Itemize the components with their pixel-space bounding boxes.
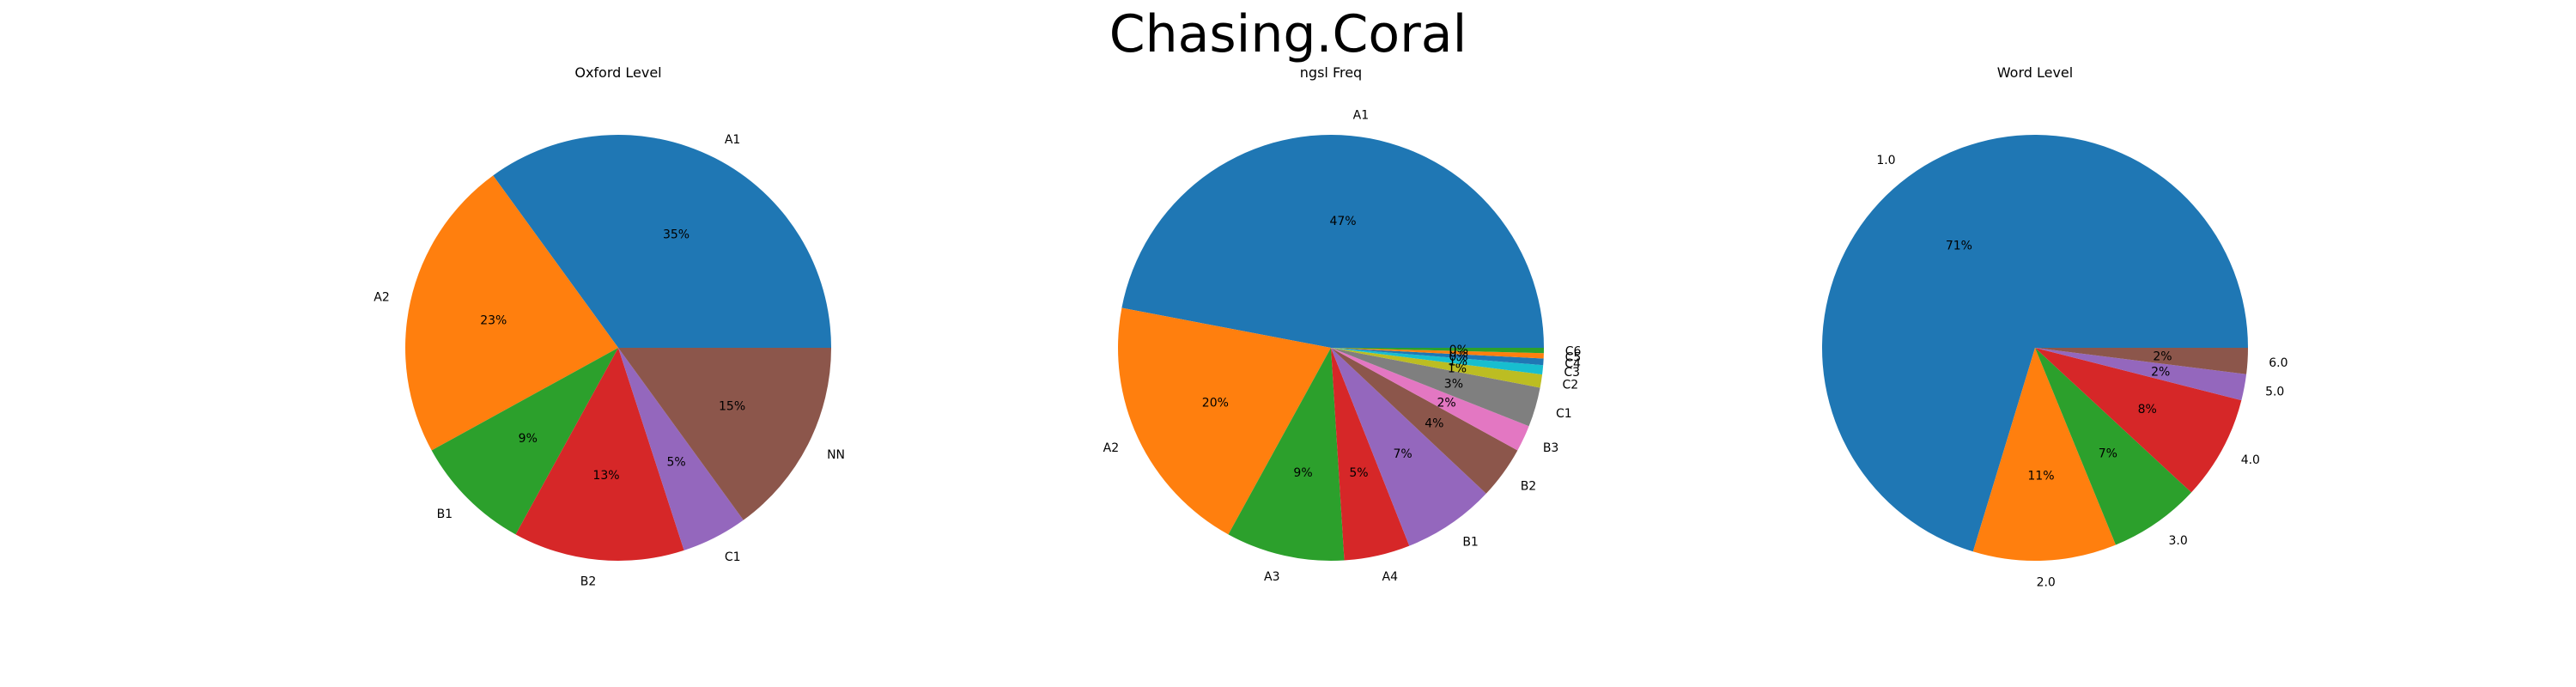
pie-pct-label: 5% bbox=[1349, 466, 1368, 480]
pie-chart-word-level: Word Level 71% 1.0 11% 2.0 7% 3.0 8% 4.0 2% 5.0 2% 6… bbox=[1822, 64, 2288, 590]
pie-pct-label: 7% bbox=[2099, 447, 2117, 460]
pie-slice-c1 bbox=[1331, 348, 1540, 427]
pie-category-label: 6.0 bbox=[2269, 356, 2287, 370]
pie-slice-b1 bbox=[431, 348, 618, 535]
pie-category-label: A1 bbox=[725, 133, 740, 147]
pie-slice-a4 bbox=[1331, 348, 1410, 561]
pie-pct-label: 2% bbox=[2151, 366, 2170, 380]
pie-slice-c4 bbox=[1331, 348, 1544, 366]
pie-category-label: 4.0 bbox=[2241, 453, 2260, 467]
pie-slice-c3 bbox=[1331, 348, 1544, 375]
pie-pct-label: 35% bbox=[663, 228, 690, 241]
pie-category-label: A1 bbox=[1353, 108, 1369, 122]
pie-pct-label: 8% bbox=[2138, 403, 2157, 416]
pie-pct-label: 1% bbox=[1448, 362, 1467, 375]
pie-slice-c1 bbox=[618, 348, 744, 550]
pie-category-label: C6 bbox=[1565, 344, 1582, 358]
pie-category-label: 5.0 bbox=[2265, 386, 2284, 399]
pie-slice-5-0 bbox=[2035, 348, 2247, 401]
pie-category-label: C1 bbox=[1556, 407, 1572, 421]
pie-category-label: A2 bbox=[1103, 441, 1119, 455]
pie-slice-2-0 bbox=[1972, 348, 2117, 561]
pie-category-label: B2 bbox=[1521, 479, 1537, 493]
pie-category-label: B1 bbox=[437, 508, 453, 521]
pie-category-label: C5 bbox=[1565, 350, 1582, 364]
pie-slice-b1 bbox=[1331, 348, 1486, 546]
pie-category-label: A4 bbox=[1382, 570, 1399, 584]
pie-pct-label: 71% bbox=[1946, 239, 1972, 252]
pie-pct-label: 47% bbox=[1329, 215, 1356, 228]
pie-pct-label: 23% bbox=[480, 314, 507, 328]
pie-pct-label: 5% bbox=[666, 456, 685, 470]
pie-category-label: C2 bbox=[1562, 379, 1578, 392]
pie-category-label: B2 bbox=[580, 575, 597, 589]
pie-category-label: 2.0 bbox=[2037, 576, 2056, 590]
pie-slice-nn bbox=[618, 348, 831, 520]
pie-slice-b2 bbox=[1331, 348, 1518, 494]
pie-title-word-level: Word Level bbox=[1997, 64, 2073, 81]
pie-category-label: 1.0 bbox=[1876, 154, 1895, 167]
pie-category-label: A2 bbox=[374, 290, 389, 304]
pie-slice-c2 bbox=[1331, 348, 1543, 388]
pie-pct-label: 15% bbox=[719, 400, 745, 414]
pie-pct-label: 2% bbox=[2153, 350, 2172, 363]
pie-category-label: B1 bbox=[1462, 536, 1479, 550]
pie-title-oxford-level: Oxford Level bbox=[574, 64, 661, 81]
pie-category-label: NN bbox=[827, 448, 845, 462]
pie-slice-c6 bbox=[1331, 348, 1544, 354]
pie-slice-a1 bbox=[1121, 135, 1544, 348]
pie-pct-label: 3% bbox=[1444, 378, 1463, 392]
pie-slice-3-0 bbox=[2035, 348, 2192, 545]
pie-pct-label: 20% bbox=[1202, 396, 1229, 410]
pie-title-ngsl-freq: ngsl Freq bbox=[1300, 64, 1362, 81]
pie-slice-a2 bbox=[1118, 307, 1331, 535]
pie-slice-a3 bbox=[1228, 348, 1345, 561]
pie-pct-label: 11% bbox=[2027, 470, 2054, 483]
pie-pct-label: 9% bbox=[519, 432, 538, 446]
pie-slice-a1 bbox=[493, 135, 831, 348]
pie-slice-6-0 bbox=[2035, 348, 2248, 374]
pie-slice-b3 bbox=[1331, 348, 1529, 451]
pie-chart-ngsl-freq: ngsl Freq 47% A1 20% A2 9% A3 5% A4 7% B1 4% B2 2% B3 3… bbox=[1103, 64, 1582, 584]
pie-slice-b2 bbox=[515, 348, 684, 561]
pie-category-label: C3 bbox=[1564, 366, 1580, 380]
pie-category-label: A3 bbox=[1264, 570, 1279, 584]
pie-category-label: B3 bbox=[1543, 441, 1559, 455]
pie-slice-c5 bbox=[1331, 348, 1544, 359]
pie-chart-oxford-level: Oxford Level 35% A1 23% A2 9% B1 13% B2 5% C1 15% NN bbox=[374, 64, 845, 589]
pie-slice-1-0 bbox=[1822, 135, 2248, 552]
pie-category-label: C1 bbox=[725, 550, 741, 564]
pie-category-label: C4 bbox=[1564, 357, 1581, 371]
pie-pct-label: 4% bbox=[1425, 416, 1443, 430]
pie-pct-label: 0% bbox=[1449, 344, 1468, 357]
pie-slice-a2 bbox=[405, 175, 618, 451]
pie-category-label: 3.0 bbox=[2169, 534, 2188, 548]
pie-pct-label: 2% bbox=[1437, 396, 1456, 410]
figure-title: Chasing.Coral bbox=[1109, 4, 1467, 64]
pie-pct-label: 13% bbox=[592, 469, 619, 483]
pie-slice-4-0 bbox=[2035, 348, 2242, 493]
pie-pct-label: 7% bbox=[1394, 447, 1413, 461]
pie-pct-label: 9% bbox=[1293, 466, 1312, 480]
